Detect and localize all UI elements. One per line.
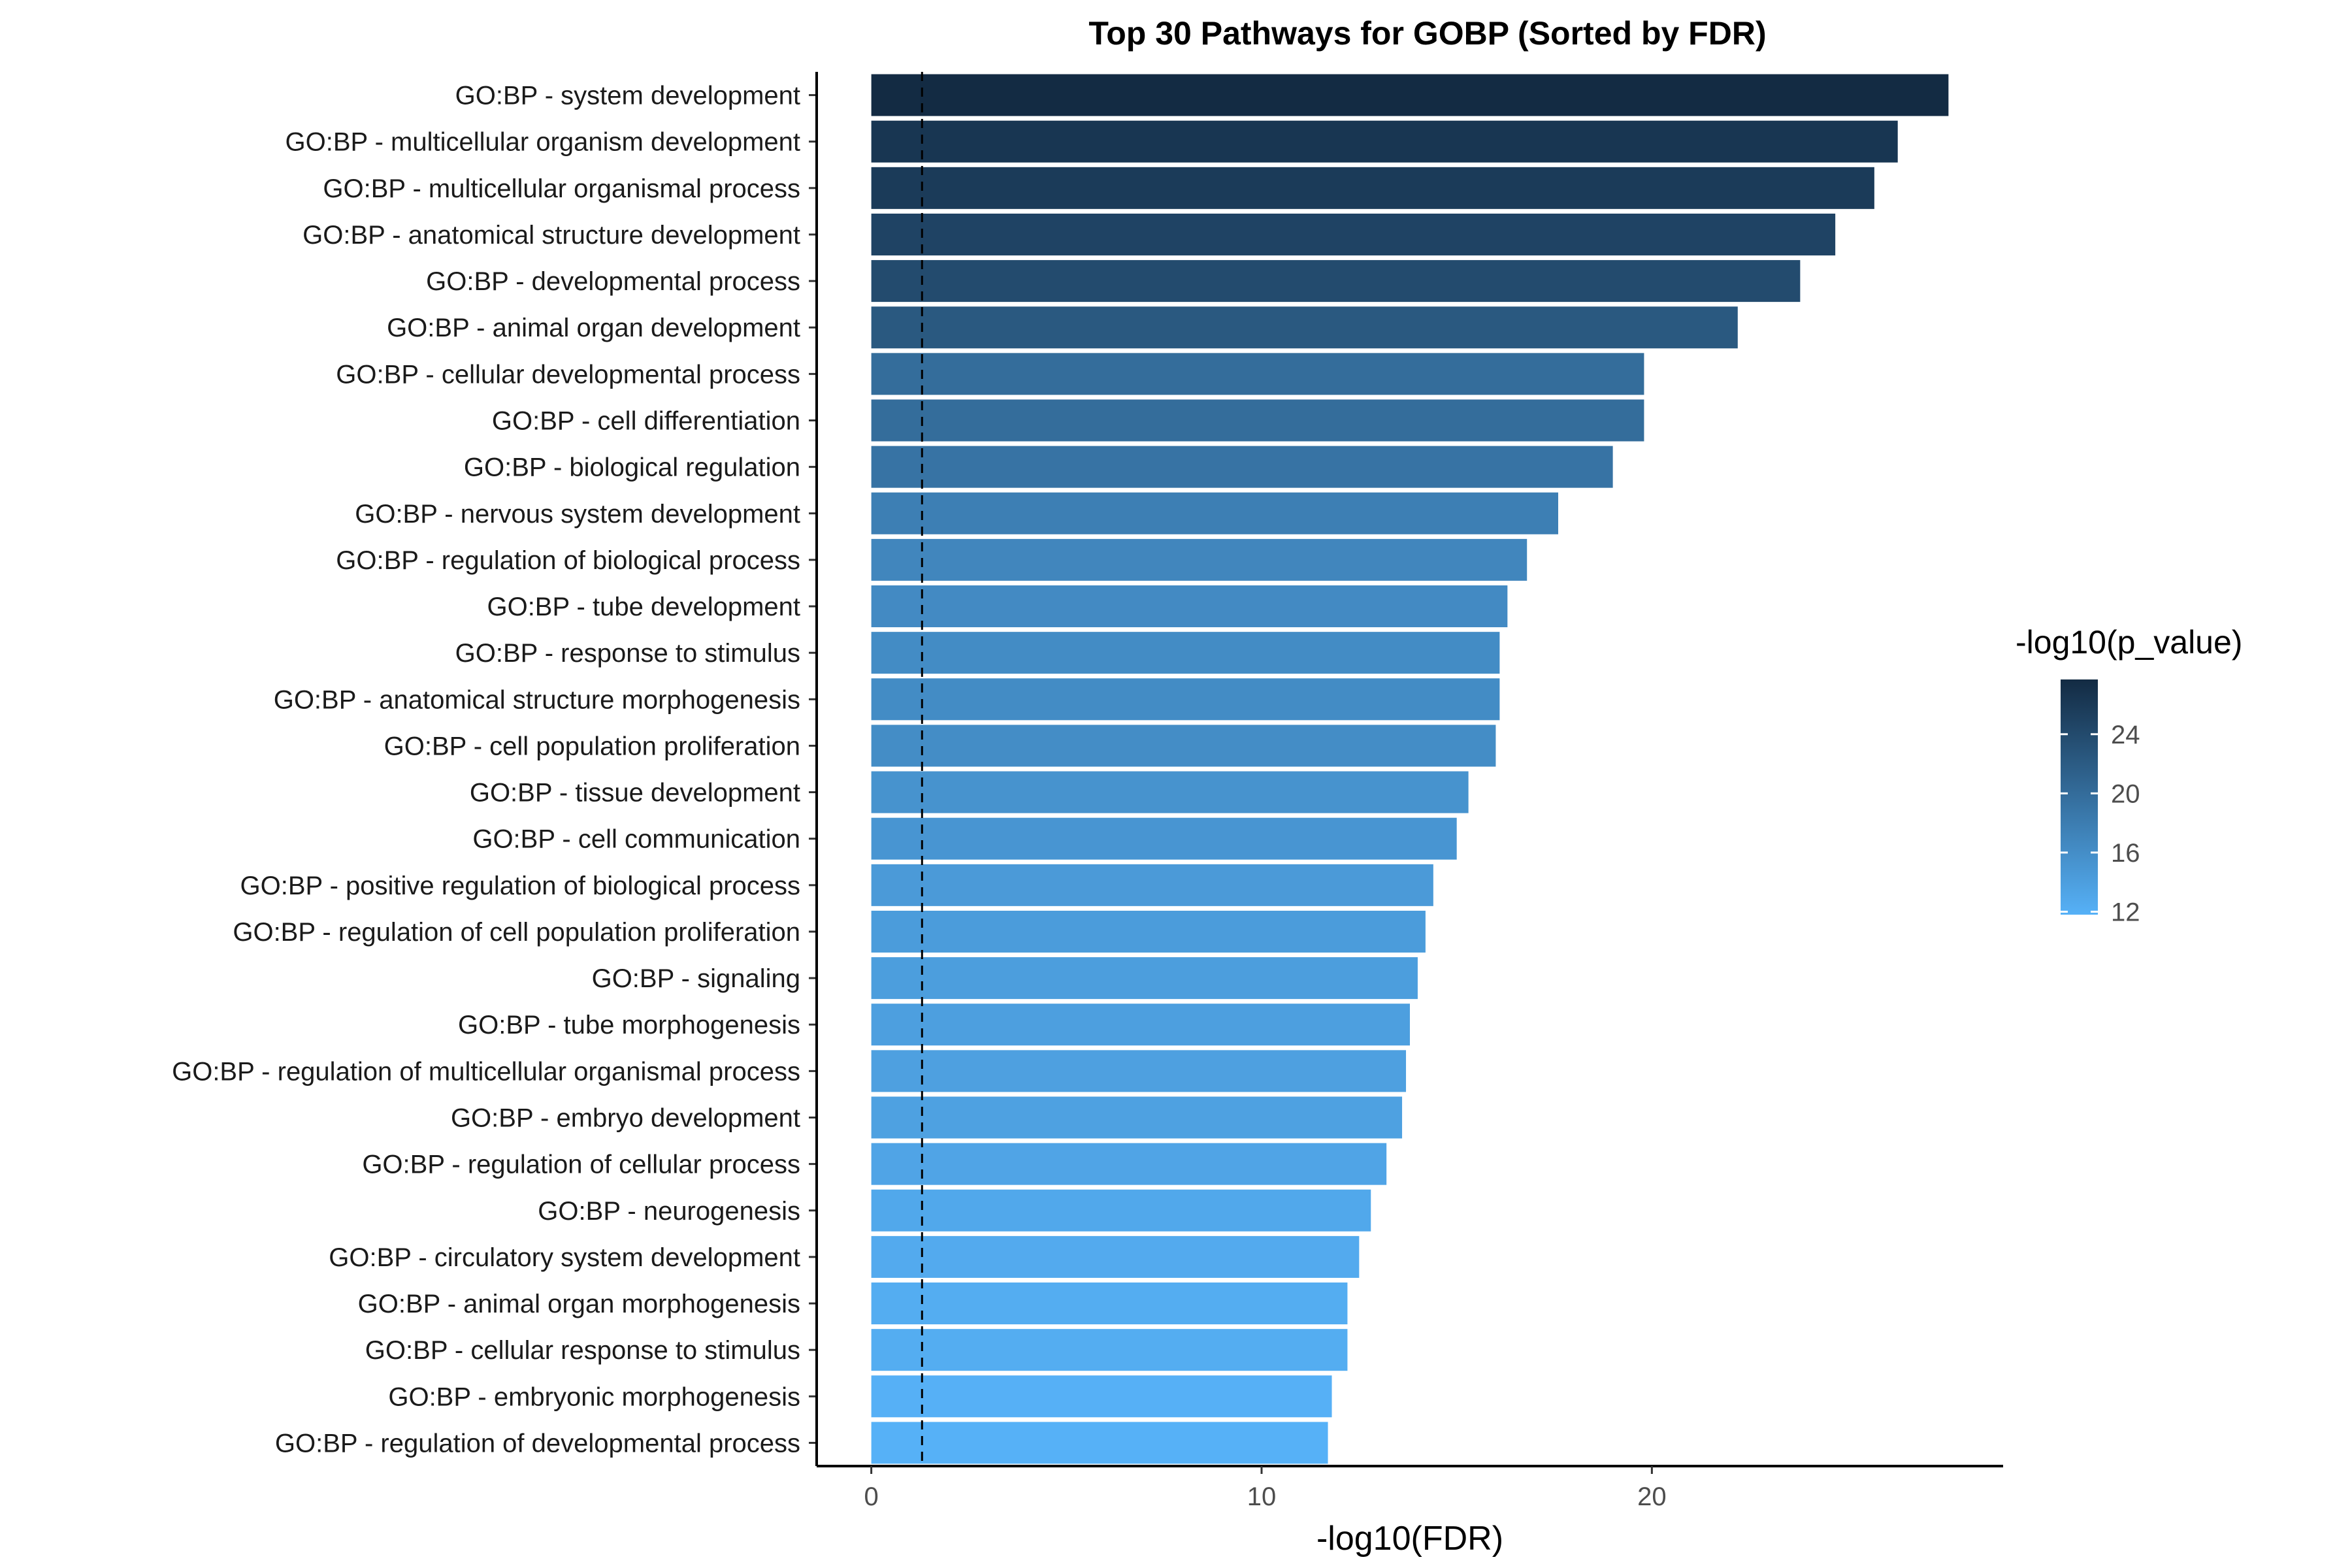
- bar: [871, 957, 1418, 1000]
- legend-ticks: 24 20 16 12: [2061, 721, 2140, 926]
- category-label: GO:BP - response to stimulus: [455, 639, 800, 668]
- category-label: GO:BP - neurogenesis: [538, 1197, 800, 1226]
- bar: [871, 1422, 1328, 1464]
- bar: [871, 1004, 1410, 1046]
- bar: [871, 306, 1738, 349]
- category-label: GO:BP - cell communication: [472, 825, 800, 854]
- category-label: GO:BP - embryonic morphogenesis: [388, 1382, 800, 1411]
- category-label: GO:BP - biological regulation: [464, 453, 800, 482]
- bar: [871, 678, 1500, 721]
- bar: [871, 1143, 1387, 1185]
- legend-colorbar: [2061, 679, 2098, 915]
- legend-title: -log10(p_value): [2016, 624, 2242, 661]
- category-label: GO:BP - anatomical structure morphogenes…: [274, 685, 800, 714]
- category-label: GO:BP - regulation of cell population pr…: [233, 918, 800, 947]
- bar: [871, 446, 1613, 488]
- bar: [871, 1235, 1360, 1278]
- bar: [871, 864, 1433, 906]
- category-label: GO:BP - cellular response to stimulus: [365, 1336, 800, 1365]
- bar: [871, 1375, 1332, 1418]
- category-label: GO:BP - regulation of biological process: [336, 546, 800, 575]
- bar: [871, 120, 1898, 163]
- bar: [871, 74, 1949, 116]
- x-axis-title: -log10(FDR): [1316, 1520, 1503, 1558]
- bar: [871, 1096, 1403, 1139]
- bar: [871, 910, 1426, 953]
- category-label: GO:BP - cell differentiation: [492, 407, 800, 436]
- category-label: GO:BP - nervous system development: [355, 500, 800, 529]
- x-tick-label: 20: [1637, 1482, 1667, 1511]
- legend-tick-label: 16: [2111, 839, 2140, 868]
- bar: [871, 1329, 1348, 1371]
- category-label: GO:BP - signaling: [592, 964, 800, 993]
- legend-tick-label: 20: [2111, 779, 2140, 808]
- bar: [871, 399, 1644, 442]
- bar: [871, 771, 1469, 813]
- bar: [871, 1189, 1371, 1232]
- category-label: GO:BP - multicellular organismal process: [323, 174, 800, 203]
- bar: [871, 725, 1496, 767]
- category-label: GO:BP - regulation of multicellular orga…: [172, 1057, 800, 1086]
- bar: [871, 1050, 1407, 1092]
- bar: [871, 817, 1457, 860]
- bar: [871, 167, 1874, 209]
- color-legend: -log10(p_value) 24 20 16 12: [2016, 624, 2242, 926]
- bar: [871, 538, 1527, 581]
- bar: [871, 1282, 1348, 1325]
- category-label: GO:BP - tube development: [487, 593, 800, 621]
- chart-title: Top 30 Pathways for GOBP (Sorted by FDR): [1088, 15, 1766, 52]
- category-labels: GO:BP - system development GO:BP - multic…: [172, 82, 800, 1458]
- category-label: GO:BP - regulation of cellular process: [362, 1151, 800, 1179]
- category-label: GO:BP - developmental process: [426, 267, 800, 296]
- category-label: GO:BP - animal organ morphogenesis: [358, 1290, 800, 1318]
- category-label: GO:BP - positive regulation of biologica…: [240, 872, 800, 900]
- bars-layer: [871, 72, 1949, 1466]
- category-label: GO:BP - animal organ development: [387, 314, 800, 342]
- bar: [871, 492, 1558, 534]
- category-label: GO:BP - tube morphogenesis: [458, 1011, 800, 1039]
- category-label: GO:BP - embryo development: [451, 1104, 800, 1133]
- bar: [871, 353, 1644, 395]
- category-label: GO:BP - cellular developmental process: [336, 360, 800, 389]
- category-label: GO:BP - circulatory system development: [329, 1243, 800, 1272]
- category-label: GO:BP - regulation of developmental proc…: [275, 1429, 800, 1458]
- category-label: GO:BP - cell population proliferation: [384, 732, 800, 760]
- x-tick-label: 10: [1247, 1482, 1277, 1511]
- category-label: GO:BP - anatomical structure development: [302, 221, 800, 250]
- bar: [871, 213, 1836, 255]
- legend-tick-label: 12: [2111, 898, 2140, 926]
- x-tick-label: 0: [864, 1482, 879, 1511]
- category-label: GO:BP - multicellular organism developme…: [286, 128, 800, 157]
- axes: 0 10 20: [809, 72, 2003, 1511]
- legend-tick-label: 24: [2111, 721, 2140, 749]
- category-label: GO:BP - tissue development: [470, 779, 800, 808]
- bar: [871, 260, 1801, 302]
- bar: [871, 585, 1508, 628]
- bar: [871, 632, 1500, 674]
- category-label: GO:BP - system development: [455, 82, 800, 110]
